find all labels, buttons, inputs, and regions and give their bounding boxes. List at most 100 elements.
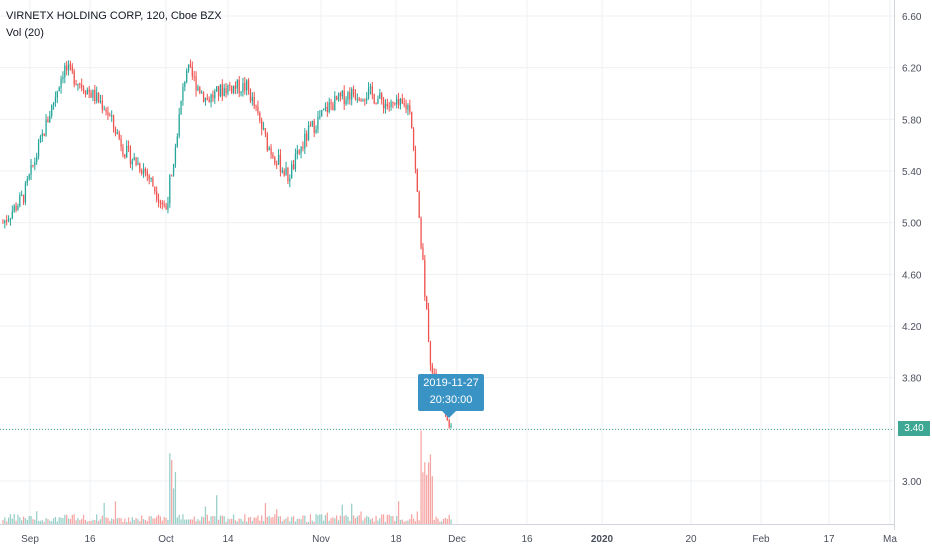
- candle-body: [56, 91, 58, 98]
- volume-bar: [251, 520, 253, 524]
- candle-body: [17, 205, 19, 211]
- candle-body: [47, 119, 49, 123]
- volume-bar: [60, 517, 62, 524]
- volume-bar: [448, 514, 450, 524]
- volume-bar: [169, 453, 171, 524]
- candle-body: [334, 96, 336, 111]
- volume-bar: [381, 514, 383, 524]
- candle-body: [169, 175, 171, 204]
- symbol-title[interactable]: VIRNETX HOLDING CORP, 120, Cboe BZX: [6, 10, 222, 22]
- candle-body: [352, 88, 355, 95]
- candle-body: [174, 147, 177, 164]
- volume-bar: [424, 462, 426, 524]
- candle-body: [244, 82, 246, 91]
- volume-bar: [212, 515, 214, 524]
- candle-body: [289, 178, 291, 182]
- x-tick-label: 18: [390, 534, 402, 545]
- volume-bar: [146, 521, 148, 524]
- volume-bar: [24, 518, 27, 524]
- candle-body: [24, 183, 27, 203]
- candle-body: [71, 66, 73, 72]
- candle-body: [324, 106, 327, 110]
- candle-body: [28, 174, 30, 179]
- candle-body: [292, 164, 295, 170]
- volume-indicator-label[interactable]: Vol (20): [6, 27, 44, 39]
- candle-body: [330, 102, 332, 105]
- candle-body: [32, 164, 34, 166]
- volume-bar: [322, 520, 325, 524]
- candle-body: [137, 163, 139, 165]
- candle-body: [283, 170, 285, 176]
- volume-bar: [279, 516, 282, 524]
- candle-body: [397, 98, 400, 106]
- volume-bar: [221, 515, 223, 524]
- volume-bar: [49, 520, 51, 524]
- candle-body: [75, 84, 77, 86]
- volume-bar: [414, 521, 417, 524]
- candle-body: [386, 103, 388, 107]
- volume-bar: [94, 520, 96, 524]
- volume-bar: [67, 518, 70, 524]
- candle-body: [381, 93, 383, 100]
- volume-bar: [191, 519, 193, 524]
- candle-body: [253, 96, 255, 107]
- candle-body: [34, 162, 36, 166]
- candle-body: [60, 79, 62, 88]
- candle-body: [356, 98, 358, 100]
- candle-body: [144, 168, 147, 172]
- volume-bar: [261, 515, 263, 524]
- volume-bar: [352, 515, 355, 524]
- volume-bar: [315, 514, 317, 524]
- volume-bar: [234, 520, 237, 524]
- candle-body: [186, 70, 188, 82]
- candle-body: [396, 98, 398, 105]
- candle-body: [201, 92, 203, 94]
- volume-bar: [426, 474, 428, 524]
- candle-body: [22, 194, 25, 203]
- candle-body: [262, 128, 265, 130]
- candle-body: [118, 132, 120, 139]
- candle-body: [54, 97, 57, 103]
- volume-bar: [227, 518, 229, 524]
- volume-bar: [418, 520, 420, 524]
- volume-bar: [15, 520, 17, 524]
- volume-bar: [58, 517, 60, 524]
- volume-bar: [416, 511, 418, 524]
- volume-bar: [427, 462, 430, 524]
- volume-bar: [244, 514, 246, 524]
- candle-body: [339, 93, 342, 97]
- volume-bar: [32, 519, 34, 524]
- volume-bar: [133, 520, 135, 524]
- volume-bar: [336, 515, 338, 524]
- volume-bar: [302, 515, 304, 524]
- candle-body: [195, 76, 197, 91]
- volume-bar: [217, 519, 220, 524]
- volume-bar: [141, 515, 143, 524]
- volume-bar: [255, 517, 257, 524]
- volume-bar: [9, 514, 12, 524]
- volume-bar: [339, 515, 342, 524]
- candle-body: [37, 142, 40, 157]
- volume-bar: [294, 521, 297, 524]
- volume-bar: [347, 516, 349, 524]
- y-tick-label: 4.20: [902, 322, 922, 333]
- volume-bar: [231, 518, 233, 524]
- volume-bar: [193, 516, 195, 524]
- volume-bar: [41, 520, 43, 524]
- volume-bar: [236, 521, 238, 524]
- volume-bar: [334, 518, 336, 524]
- candle-body: [319, 116, 321, 118]
- candle-body: [58, 87, 60, 92]
- volume-bar: [11, 518, 13, 524]
- volume-bar: [75, 520, 77, 524]
- volume-bar: [388, 514, 390, 524]
- candle-body: [66, 65, 68, 71]
- candle-body: [19, 195, 21, 206]
- candle-body: [371, 86, 373, 95]
- candle-body: [360, 100, 362, 102]
- volume-bar: [82, 514, 85, 524]
- candle-body: [7, 219, 10, 222]
- volume-bar: [4, 517, 6, 524]
